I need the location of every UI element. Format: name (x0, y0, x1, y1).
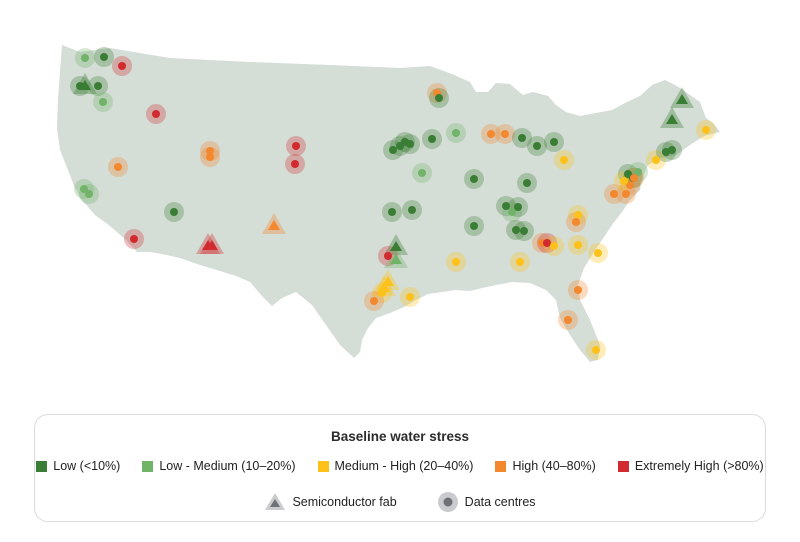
fab-marker (390, 241, 402, 251)
data-centre-marker (170, 208, 178, 216)
legend-label-fab: Semiconductor fab (292, 495, 397, 509)
data-centre-marker (574, 211, 582, 219)
fab-marker (268, 220, 280, 230)
data-centre-marker (564, 316, 572, 324)
data-centre-marker (114, 163, 122, 171)
fab-marker (206, 240, 218, 250)
data-centre-marker (518, 134, 526, 142)
legend-item-high: High (40–80%) (495, 459, 596, 473)
data-centre-marker (622, 190, 630, 198)
fab-marker (79, 80, 91, 90)
data-centre-marker (99, 98, 107, 106)
data-centre-marker (428, 135, 436, 143)
fab-marker (382, 276, 394, 286)
data-centre-marker (668, 146, 676, 154)
legend-swatch-extremely-high (617, 460, 629, 472)
data-centre-marker (543, 239, 551, 247)
data-centre-marker (634, 168, 642, 176)
legend-label-high: High (40–80%) (512, 459, 596, 473)
data-centre-marker (378, 289, 386, 297)
legend-item-low-medium: Low - Medium (10–20%) (142, 459, 296, 473)
data-centre-marker (572, 218, 580, 226)
us-map-svg (57, 45, 720, 362)
data-centre-marker (516, 258, 524, 266)
legend-label-extremely-high: Extremely High (>80%) (634, 459, 764, 473)
data-centre-marker (81, 54, 89, 62)
legend-swatch-medium-high (317, 460, 329, 472)
data-centre-marker (406, 140, 414, 148)
data-centre-marker (206, 153, 214, 161)
data-centre-marker (702, 126, 710, 134)
data-centre-marker (502, 202, 510, 210)
us-land-shape (57, 45, 720, 362)
data-centre-marker (610, 190, 618, 198)
data-centre-marker (550, 138, 558, 146)
data-centre-marker (560, 156, 568, 164)
data-centre-marker (508, 208, 516, 216)
data-centre-marker (85, 190, 93, 198)
legend: Baseline water stress Low (<10%) Low - M… (34, 414, 766, 522)
data-centre-marker (550, 242, 558, 250)
data-centre-marker (406, 293, 414, 301)
data-centre-marker (100, 53, 108, 61)
data-centre-marker (512, 226, 520, 234)
data-centre-marker (118, 62, 126, 70)
legend-label-low: Low (<10%) (53, 459, 121, 473)
data-centre-marker (130, 235, 138, 243)
data-centre-marker (435, 94, 443, 102)
fab-marker (676, 94, 688, 104)
data-centre-marker (533, 142, 541, 150)
legend-categories: Low (<10%) Low - Medium (10–20%) Medium … (35, 459, 765, 473)
data-centre-marker (370, 297, 378, 305)
circle-icon (437, 492, 458, 512)
marker-layer (70, 47, 716, 360)
data-centre-marker (80, 185, 88, 193)
data-centre-marker (630, 174, 638, 182)
data-centre-marker (594, 249, 602, 257)
legend-item-fab: Semiconductor fab (264, 491, 397, 513)
legend-item-extremely-high: Extremely High (>80%) (617, 459, 764, 473)
data-centre-marker (574, 241, 582, 249)
data-centre-marker (523, 179, 531, 187)
fab-marker (390, 254, 402, 264)
triangle-icon (265, 493, 286, 510)
legend-item-data-centres: Data centres (437, 491, 536, 513)
legend-swatch-low (36, 460, 48, 472)
data-centre-marker (388, 208, 396, 216)
data-centre-marker (592, 346, 600, 354)
data-centre-marker (452, 129, 460, 137)
legend-swatch-high (495, 460, 507, 472)
us-map (57, 45, 720, 362)
legend-swatch-low-medium (142, 460, 154, 472)
data-centre-marker (408, 206, 416, 214)
data-centre-marker (418, 169, 426, 177)
data-centre-marker (470, 222, 478, 230)
data-centre-marker (452, 258, 460, 266)
data-centre-marker (291, 160, 299, 168)
data-centre-marker (514, 203, 522, 211)
data-centre-marker (292, 142, 300, 150)
fab-marker (666, 114, 678, 124)
data-centre-marker (520, 227, 528, 235)
legend-label-medium-high: Medium - High (20–40%) (334, 459, 474, 473)
data-centre-marker (626, 181, 634, 189)
data-centre-marker (389, 146, 397, 154)
data-centre-marker (487, 130, 495, 138)
legend-item-medium-high: Medium - High (20–40%) (317, 459, 474, 473)
legend-item-low: Low (<10%) (36, 459, 120, 473)
legend-title: Baseline water stress (330, 429, 470, 444)
legend-label-low-medium: Low - Medium (10–20%) (159, 459, 296, 473)
data-centre-marker (152, 110, 160, 118)
legend-label-data-centres: Data centres (464, 495, 536, 509)
data-centre-marker (620, 177, 628, 185)
data-centre-marker (501, 130, 509, 138)
data-centre-marker (574, 286, 582, 294)
data-centre-marker (384, 252, 392, 260)
data-centre-marker (652, 156, 660, 164)
data-centre-marker (206, 147, 214, 155)
data-centre-marker (94, 82, 102, 90)
legend-shapes: Semiconductor fab Data centres (35, 491, 765, 513)
data-centre-marker (470, 175, 478, 183)
